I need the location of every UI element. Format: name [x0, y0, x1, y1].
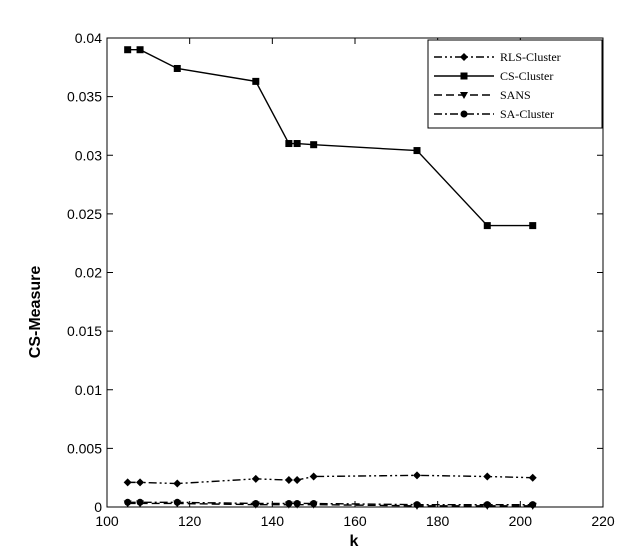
- y-axis-title: CS-Measure: [27, 266, 44, 359]
- data-point-cs-cluster: [310, 141, 318, 149]
- x-tick-label: 140: [261, 513, 285, 529]
- data-point-rls-cluster: [293, 476, 302, 485]
- series-line-cs-cluster: [127, 49, 533, 227]
- x-tick-label: 180: [426, 513, 450, 529]
- data-point-cs-cluster: [173, 64, 181, 72]
- ticks-layer: 100 120 140 160 180 200 220 0 0.005 0.01 0.015 0.02…: [67, 30, 615, 529]
- data-point-rls-cluster: [173, 479, 182, 488]
- data-point-cs-cluster: [252, 77, 260, 85]
- data-point-cs-cluster: [285, 140, 293, 148]
- data-point-rls-cluster: [136, 478, 145, 487]
- legend-label-rls-cluster: RLS-Cluster: [500, 50, 561, 64]
- x-axis-title: k: [350, 533, 359, 550]
- data-point-sa-cluster: [483, 501, 491, 509]
- y-tick-label: 0.03: [75, 147, 102, 163]
- data-point-sa-cluster: [293, 499, 301, 507]
- data-point-rls-cluster: [483, 472, 492, 481]
- series-layer: [123, 46, 537, 510]
- series-cs-cluster: [124, 46, 537, 230]
- legend-marker-sans: [460, 92, 468, 99]
- data-point-cs-cluster: [293, 140, 301, 148]
- data-point-cs-cluster: [413, 147, 421, 155]
- x-tick-label: 100: [95, 513, 119, 529]
- legend-marker-rls-cluster: [460, 53, 468, 61]
- legend-marker-cs-cluster: [460, 72, 468, 80]
- data-point-cs-cluster: [529, 222, 537, 230]
- data-point-sa-cluster: [136, 498, 144, 506]
- legend-label-cs-cluster: CS-Cluster: [500, 69, 553, 83]
- y-tick-label: 0.02: [75, 265, 102, 281]
- y-tick-label: 0: [94, 499, 102, 515]
- x-tick-label: 220: [591, 513, 615, 529]
- series-sa-cluster: [124, 498, 537, 509]
- x-tick-label: 200: [509, 513, 533, 529]
- data-point-rls-cluster: [528, 473, 537, 482]
- data-point-rls-cluster: [413, 471, 421, 480]
- data-point-cs-cluster: [136, 46, 144, 54]
- y-tick-label: 0.025: [67, 206, 102, 222]
- data-point-rls-cluster: [123, 478, 132, 487]
- data-point-sa-cluster: [413, 501, 421, 509]
- legend-label-sa-cluster: SA-Cluster: [500, 107, 554, 121]
- x-tick-label: 160: [343, 513, 367, 529]
- y-tick-label: 0.005: [67, 440, 102, 456]
- y-tick-label: 0.01: [75, 382, 102, 398]
- x-tick-label: 120: [178, 513, 202, 529]
- series-rls-cluster: [123, 471, 537, 488]
- legend-label-sans: SANS: [500, 88, 531, 102]
- data-point-sa-cluster: [252, 499, 260, 507]
- data-point-sa-cluster: [285, 499, 293, 507]
- y-tick-label: 0.035: [67, 89, 102, 105]
- data-point-rls-cluster: [284, 476, 293, 485]
- legend-marker-sa-cluster: [460, 110, 468, 118]
- series-line-sans: [127, 502, 533, 507]
- data-point-sa-cluster: [124, 498, 132, 506]
- data-point-cs-cluster: [124, 46, 132, 54]
- y-tick-label: 0.04: [75, 30, 102, 46]
- data-point-cs-cluster: [483, 222, 491, 230]
- legend: RLS-Cluster CS-Cluster SANS SA-Cluster: [427, 39, 603, 129]
- data-point-sa-cluster: [529, 501, 537, 509]
- data-point-sa-cluster: [310, 499, 318, 507]
- y-tick-label: 0.015: [67, 323, 102, 339]
- data-point-rls-cluster: [309, 472, 318, 481]
- data-point-sa-cluster: [173, 498, 181, 506]
- data-point-rls-cluster: [251, 474, 260, 483]
- series-line-sa-cluster: [127, 501, 533, 506]
